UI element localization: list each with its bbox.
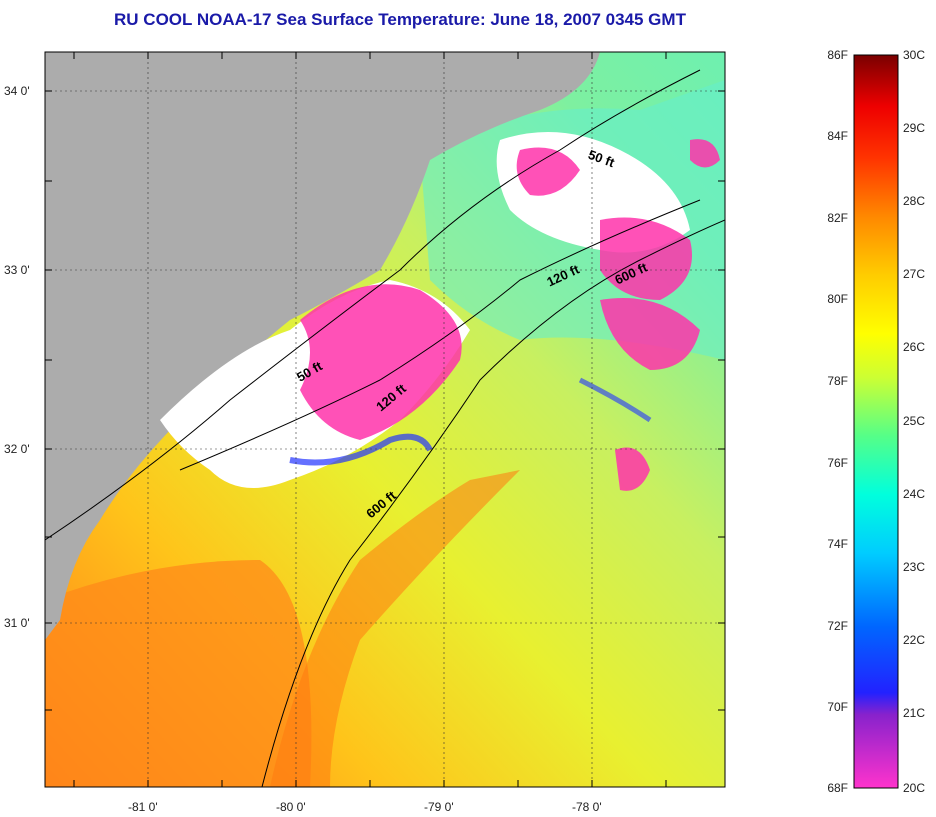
- lat-label: 31 0': [4, 616, 30, 630]
- cold-patch-5: [615, 447, 650, 491]
- lat-label: 33 0': [4, 263, 30, 277]
- colorbar-c-label: 21C: [903, 706, 926, 720]
- colorbar-f-label: 86F: [827, 48, 848, 62]
- page-title: RU COOL NOAA-17 Sea Surface Temperature:…: [114, 10, 686, 29]
- colorbar-c-label: 25C: [903, 414, 926, 428]
- warm-coastal-water: [45, 560, 312, 787]
- cold-patch-1: [300, 284, 462, 440]
- colorbar-c-label: 26C: [903, 340, 926, 354]
- colorbar-f-label: 68F: [827, 781, 848, 795]
- lon-label: -81 0': [128, 800, 158, 814]
- colorbar-c-label: 29C: [903, 121, 926, 135]
- colorbar-f-label: 82F: [827, 211, 848, 225]
- lon-label: -79 0': [424, 800, 454, 814]
- cold-edge-1: [289, 433, 433, 466]
- lat-label: 32 0': [4, 442, 30, 456]
- colorbar-c-label: 30C: [903, 48, 926, 62]
- colorbar-f-label: 84F: [827, 129, 848, 143]
- cold-patch-6: [690, 139, 720, 168]
- cold-patch-4: [600, 298, 700, 370]
- gulf-stream-band: [270, 470, 520, 787]
- isobath-50ft: [45, 69, 701, 541]
- cold-edge-2: [578, 377, 652, 423]
- map-plot-area: [45, 52, 725, 787]
- colorbar-c-label: 23C: [903, 560, 926, 574]
- land-mass: [45, 52, 600, 640]
- map-frame: [44, 51, 726, 788]
- lon-label: -80 0': [276, 800, 306, 814]
- colorbar-f-label: 78F: [827, 374, 848, 388]
- lat-label: 34 0': [4, 84, 30, 98]
- isobath-600ft: [261, 219, 725, 787]
- colorbar-f-label: 76F: [827, 456, 848, 470]
- gridlines: [45, 52, 725, 787]
- colorbar-f-label: 72F: [827, 619, 848, 633]
- colorbar-f-label: 80F: [827, 292, 848, 306]
- colorbar-c-label: 28C: [903, 194, 926, 208]
- colorbar-f-label: 74F: [827, 537, 848, 551]
- colorbar: [853, 54, 899, 789]
- cold-patch-2: [516, 147, 580, 196]
- lon-label: -78 0': [572, 800, 602, 814]
- colorbar-f-label: 70F: [827, 700, 848, 714]
- colorbar-c-label: 20C: [903, 781, 926, 795]
- cold-patch-3: [600, 217, 692, 300]
- colorbar-c-label: 22C: [903, 633, 926, 647]
- axis-ticks: [45, 52, 725, 787]
- isobath-120ft: [179, 199, 701, 471]
- colorbar-c-label: 24C: [903, 487, 926, 501]
- colorbar-c-label: 27C: [903, 267, 926, 281]
